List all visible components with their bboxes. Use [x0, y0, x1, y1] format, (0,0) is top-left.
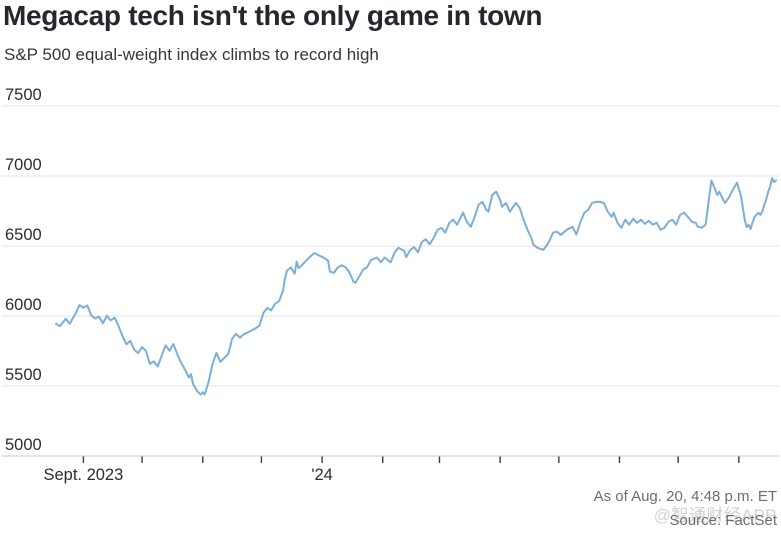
- y-tick-label: 5500: [5, 366, 42, 384]
- y-tick-label: 5000: [5, 436, 42, 454]
- x-tick-label: Sept. 2023: [43, 466, 123, 484]
- price-line: [55, 177, 777, 396]
- y-tick-label: 7500: [5, 86, 42, 104]
- y-tick-label: 6000: [5, 296, 42, 314]
- as-of-text: As of Aug. 20, 4:48 p.m. ET: [593, 488, 777, 505]
- y-tick-label: 7000: [5, 156, 42, 174]
- source-text: Source: FactSet: [669, 512, 777, 529]
- watermark-text: @智通财经APP: [653, 506, 777, 525]
- y-tick-label: 6500: [5, 226, 42, 244]
- page-title: Megacap tech isn't the only game in town: [3, 0, 543, 31]
- x-tick-label: '24: [311, 466, 333, 484]
- page-subtitle: S&P 500 equal-weight index climbs to rec…: [4, 45, 379, 64]
